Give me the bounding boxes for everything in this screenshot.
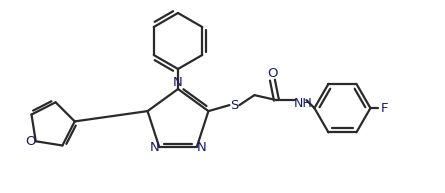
Text: N: N	[173, 75, 183, 89]
Text: O: O	[25, 135, 36, 148]
Text: S: S	[230, 99, 239, 112]
Text: NH: NH	[294, 97, 313, 110]
Text: N: N	[150, 141, 159, 154]
Text: F: F	[380, 102, 388, 115]
Text: N: N	[197, 141, 206, 154]
Text: O: O	[267, 67, 278, 80]
